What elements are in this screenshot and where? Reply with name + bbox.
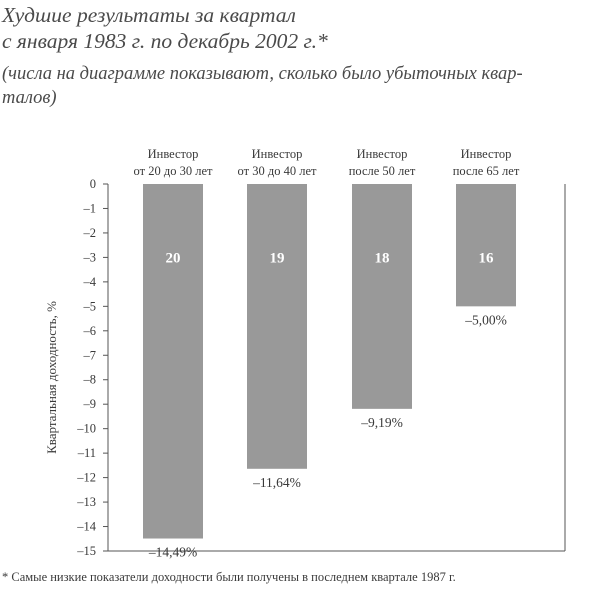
bar [352, 184, 412, 409]
bar-count-label: 20 [166, 250, 181, 266]
category-label: от 20 до 30 лет [134, 164, 213, 178]
chart-title: Худшие результаты за квартал с января 19… [2, 2, 592, 54]
y-tick-label: –13 [76, 495, 96, 509]
category-label: Инвестор [357, 147, 408, 161]
y-tick-label: –11 [77, 446, 96, 460]
bar-value-label: –14,49% [148, 545, 197, 560]
category-label: Инвестор [252, 147, 303, 161]
chart-title-line-2: с января 1983 г. по декабрь 2002 г.* [2, 29, 328, 53]
y-tick-label: –4 [83, 275, 97, 289]
chart-subtitle-line-1: (числа на диаграмме показывают, сколько … [2, 64, 523, 84]
y-tick-label: –10 [76, 422, 96, 436]
bar-value-label: –11,64% [252, 475, 301, 490]
y-tick-label: –3 [83, 250, 97, 264]
y-tick-label: –14 [76, 520, 97, 534]
bar-count-label: 16 [479, 250, 495, 266]
category-label: от 30 до 40 лет [238, 164, 317, 178]
category-label: Инвестор [148, 147, 199, 161]
y-tick-label: –2 [83, 226, 97, 240]
chart-title-line-1: Худшие результаты за квартал [2, 3, 296, 27]
bar-chart: 0 –1 –2 –3 –4 –5 –6 –7 –8 –9 –10 –11 –12 –13 –14 –15 Ква… [44, 147, 566, 560]
footnote: * Самые низкие показатели доходности был… [2, 570, 456, 584]
y-tick-label: –8 [83, 373, 97, 387]
y-tick-label: 0 [90, 177, 96, 191]
y-tick-label: –15 [76, 544, 96, 558]
bar [247, 184, 307, 469]
bar-count-label: 19 [270, 250, 285, 266]
y-tick-label: –12 [76, 471, 96, 485]
category-label: после 65 лет [453, 164, 520, 178]
bar [456, 184, 516, 307]
y-tick-label: –9 [83, 397, 97, 411]
bar-value-label: –5,00% [464, 312, 507, 327]
bar-value-label: –9,19% [360, 415, 403, 430]
chart-subtitle-line-2: талов) [2, 88, 57, 108]
bar-count-label: 18 [375, 250, 390, 266]
y-tick-label: –1 [83, 201, 97, 215]
bar [143, 184, 203, 539]
chart-subtitle: (числа на диаграмме показывают, сколько … [2, 62, 594, 110]
y-axis-title: Квартальная доходность, % [44, 301, 59, 454]
y-tick-label: –5 [83, 299, 97, 313]
y-tick-label: –6 [83, 324, 97, 338]
y-tick-label: –7 [83, 348, 97, 362]
category-label: после 50 лет [349, 164, 416, 178]
category-label: Инвестор [461, 147, 512, 161]
